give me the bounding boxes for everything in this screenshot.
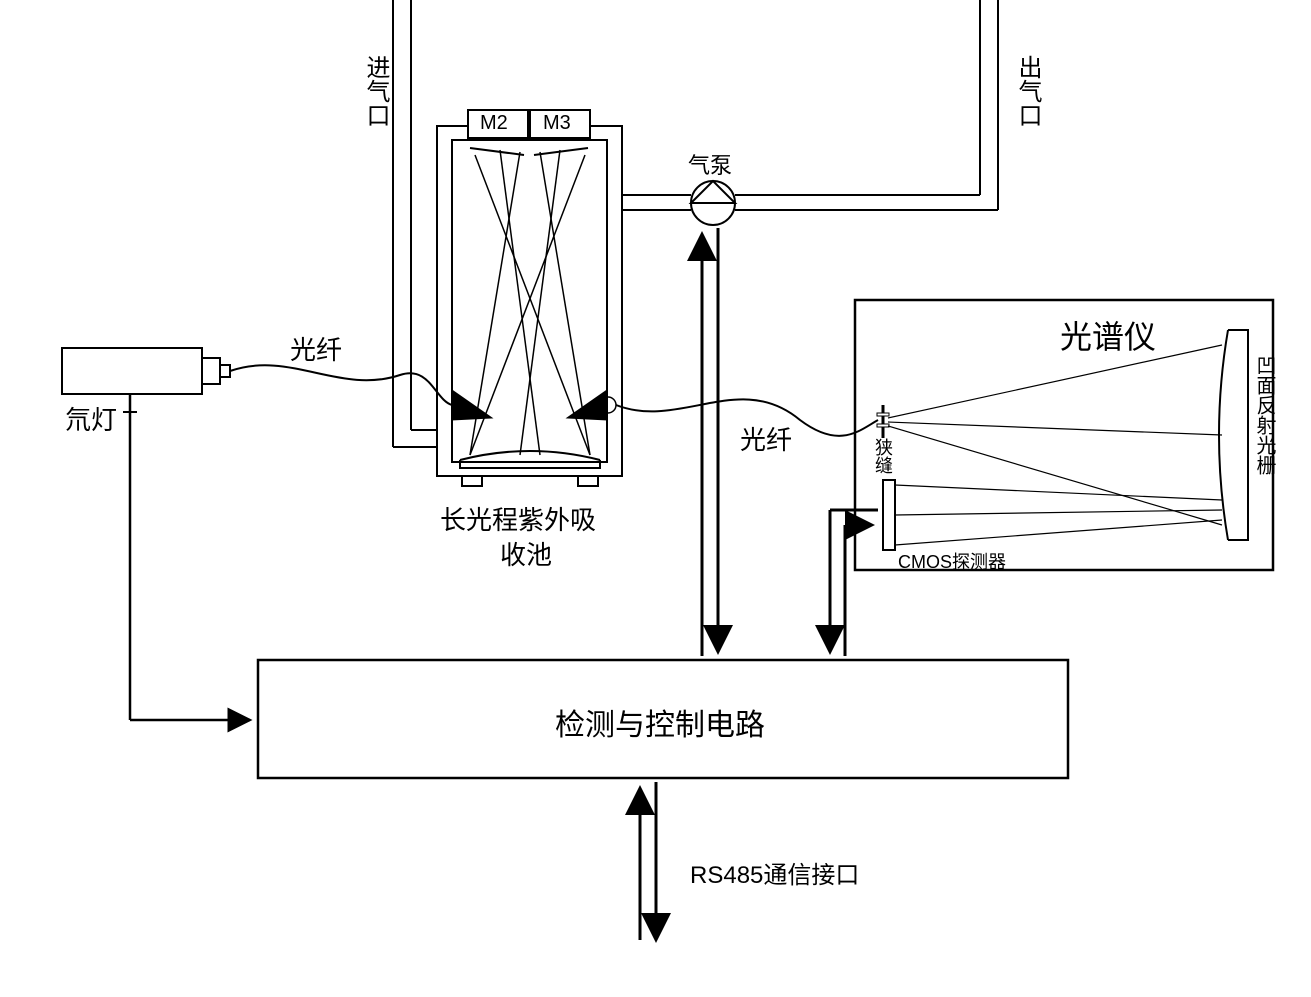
outlet-label: 出气口 — [1010, 55, 1045, 127]
m2-label: M2 — [480, 112, 508, 135]
inlet-pipe — [393, 0, 437, 447]
cell-label-1: 长光程紫外吸 — [440, 500, 596, 537]
cell-label-2: 收池 — [500, 535, 552, 572]
wire-pump-control — [702, 228, 718, 656]
absorption-cell — [437, 110, 622, 486]
diagram-svg — [0, 0, 1311, 997]
spectrometer-label: 光谱仪 — [1060, 312, 1156, 358]
grating-label: 凹面反射光栅 — [1250, 355, 1279, 475]
lamp — [62, 348, 230, 394]
diagram-canvas: 进气口 出气口 M2 M3 气泵 光纤 光纤 氘灯 长光程紫外吸 收池 光谱仪 … — [0, 0, 1311, 997]
rs485-label: RS485通信接口 — [690, 855, 859, 890]
wire-lamp-control — [123, 394, 250, 720]
wire-rs485 — [640, 782, 656, 940]
lamp-label: 氘灯 — [65, 400, 117, 437]
detector-label: CMOS探测器 — [898, 548, 1006, 574]
fiber-1 — [230, 365, 452, 405]
air-pump — [622, 181, 735, 225]
fiber1-label: 光纤 — [290, 330, 342, 367]
fiber2-label: 光纤 — [740, 420, 792, 457]
pump-label: 气泵 — [688, 148, 732, 180]
slit-label: 狭缝 — [870, 438, 896, 474]
outlet-pipe — [735, 0, 998, 210]
inlet-label: 进气口 — [358, 55, 393, 127]
m3-label: M3 — [543, 112, 571, 135]
control-label: 检测与控制电路 — [555, 700, 765, 744]
